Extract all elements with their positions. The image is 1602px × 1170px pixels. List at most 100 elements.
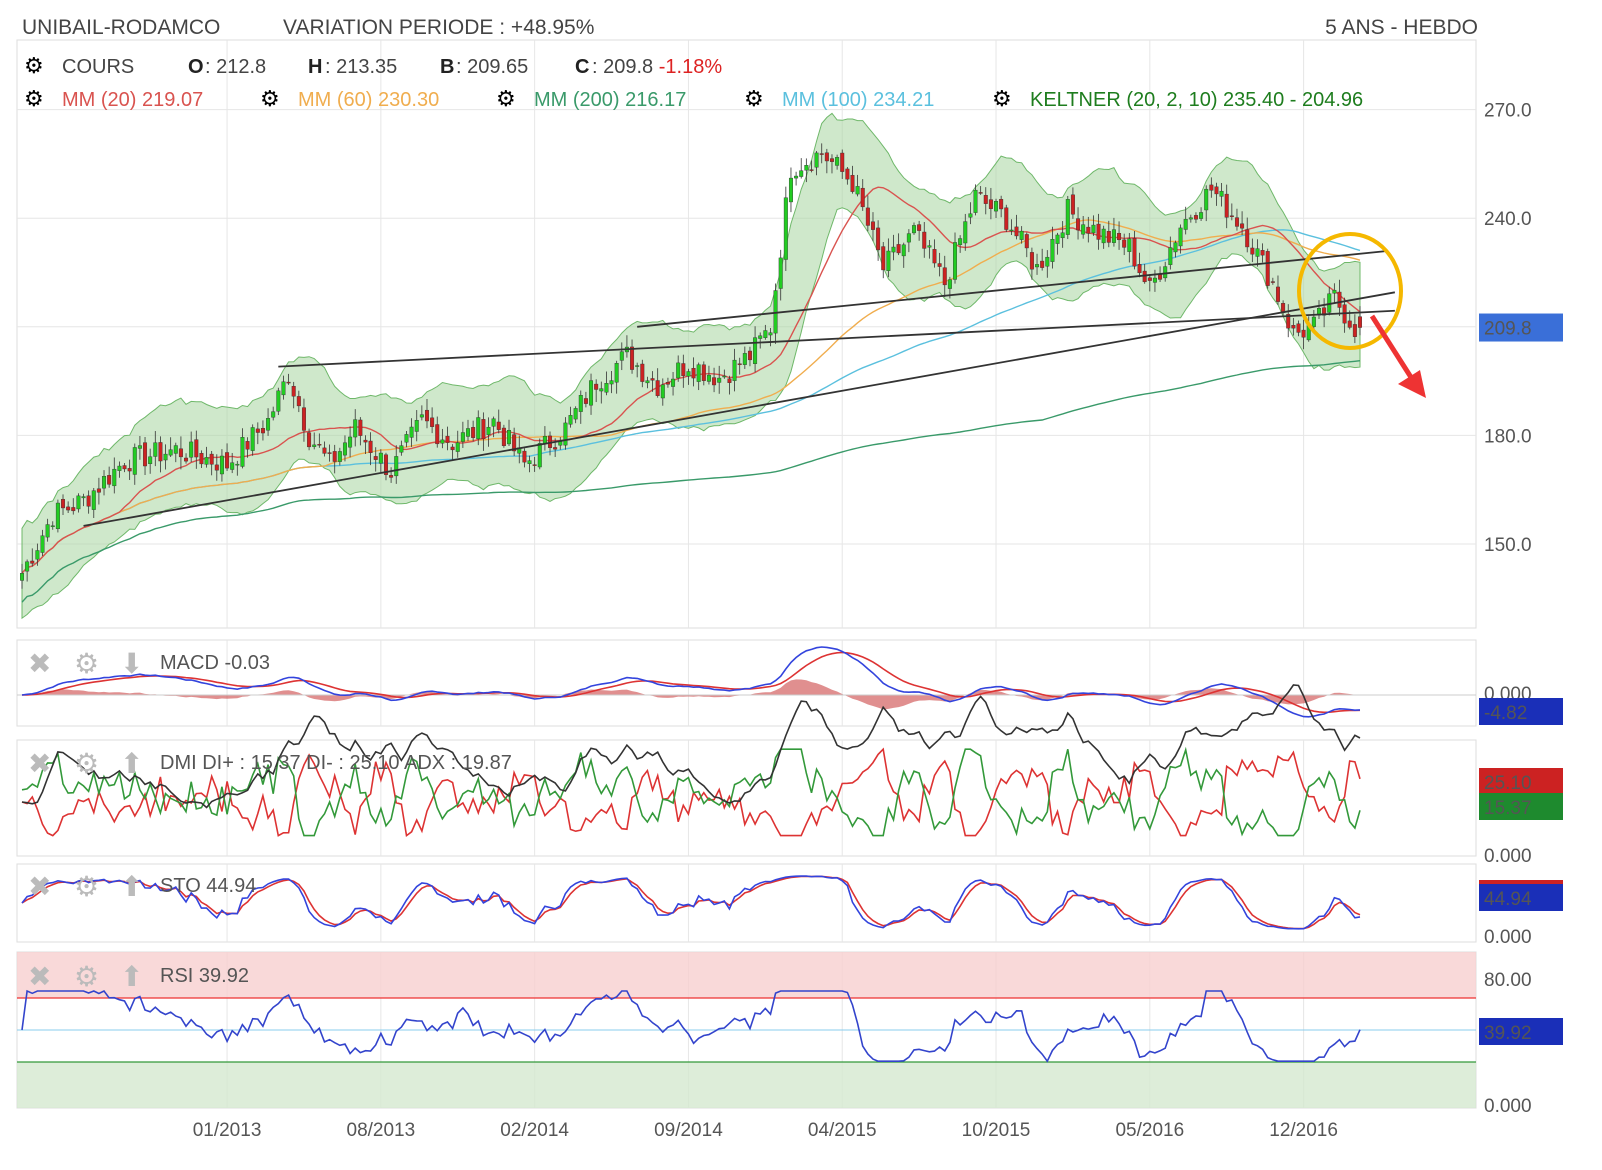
candle-body <box>589 380 594 406</box>
close-icon[interactable]: ✖ <box>28 747 51 780</box>
candle-body <box>809 169 814 171</box>
candle-body <box>968 213 973 218</box>
mm20-line <box>21 186 1361 574</box>
candle-body <box>681 363 686 377</box>
gear-icon[interactable]: ⚙ <box>24 53 44 78</box>
candle-body <box>66 506 71 511</box>
annotations <box>1297 232 1426 398</box>
mm100-legend: MM (100) 234.21 <box>782 89 934 111</box>
candle-body <box>1004 207 1009 230</box>
candle-body <box>573 408 578 420</box>
candle-body <box>532 464 537 466</box>
candle-body <box>55 502 60 530</box>
candle-body <box>199 453 204 465</box>
candle-body <box>788 177 793 203</box>
candle-body <box>717 377 722 383</box>
candle-body <box>184 457 189 462</box>
candle-body <box>30 560 35 564</box>
candle-body <box>527 460 532 464</box>
candle-body <box>594 383 599 390</box>
candle-body <box>942 267 947 286</box>
candle-body <box>383 454 388 475</box>
candle-body <box>978 192 983 194</box>
candle-body <box>1096 223 1101 240</box>
cours-label: COURS <box>62 56 134 78</box>
candle-body <box>481 419 486 440</box>
gear-icon[interactable]: ⚙ <box>74 747 99 780</box>
candle-body <box>501 427 506 447</box>
candle-body <box>491 418 496 427</box>
candle-body <box>563 422 568 446</box>
candle-body <box>1065 199 1070 235</box>
gear-icon[interactable]: ⚙ <box>74 870 99 903</box>
candle-body <box>983 195 988 204</box>
candle-body <box>1301 329 1306 338</box>
candle-body <box>758 335 763 339</box>
gear-icon[interactable]: ⚙ <box>744 86 764 111</box>
candle-body <box>1193 215 1198 220</box>
candle-body <box>153 442 158 457</box>
rsi-oversold-zone <box>17 1062 1476 1108</box>
gear-icon[interactable]: ⚙ <box>496 86 516 111</box>
candle-body <box>799 170 804 177</box>
candle-body <box>332 451 337 462</box>
symbol-title: UNIBAIL-RODAMCO <box>22 16 221 39</box>
candle-body <box>947 279 952 289</box>
macd-last-badge <box>1479 698 1563 725</box>
gear-icon[interactable]: ⚙ <box>74 647 99 680</box>
gear-icon[interactable]: ⚙ <box>260 86 280 111</box>
sto-panel <box>16 863 1477 943</box>
sto-red-marker <box>1479 880 1563 884</box>
candle-body <box>1163 266 1168 279</box>
mm60-legend: MM (60) 230.30 <box>298 89 439 111</box>
candle-body <box>425 409 429 422</box>
candle-body <box>1035 264 1040 268</box>
candle-body <box>127 468 132 472</box>
candle-body <box>835 157 840 166</box>
gear-icon[interactable]: ⚙ <box>24 86 44 111</box>
gear-icon[interactable]: ⚙ <box>74 960 99 993</box>
period-label[interactable]: 5 ANS - HEBDO <box>1325 16 1478 39</box>
candle-body <box>1183 218 1188 230</box>
arrow-up-icon[interactable]: ⬆ <box>120 870 143 903</box>
candle-body <box>1024 234 1029 249</box>
candle-body <box>307 432 312 448</box>
candle-body <box>1188 217 1193 220</box>
candle-body <box>1358 316 1362 328</box>
candle-body <box>747 350 752 361</box>
candle-body <box>763 330 768 338</box>
arrow-up-icon[interactable]: ⬆ <box>120 747 143 780</box>
candle-body <box>753 337 758 364</box>
candle-body <box>676 362 681 379</box>
candle-body <box>455 442 460 452</box>
gear-icon[interactable]: ⚙ <box>992 86 1012 111</box>
close-icon[interactable]: ✖ <box>28 960 51 993</box>
candle-body <box>973 189 978 213</box>
rsi-line <box>21 989 1361 1063</box>
candle-body <box>1204 188 1209 211</box>
keltner-legend: KELTNER (20, 2, 10) 235.40 - 204.96 <box>1030 89 1363 111</box>
rsi-zero-label: 0.000 <box>1484 1096 1532 1117</box>
close-icon[interactable]: ✖ <box>28 647 51 680</box>
close-icon[interactable]: ✖ <box>28 870 51 903</box>
candle-body <box>1122 239 1127 248</box>
arrow-up-icon[interactable]: ⬆ <box>120 960 143 993</box>
indicator-label: RSI 39.92 <box>160 965 249 987</box>
candle-body <box>45 524 50 538</box>
candle-body <box>419 414 424 418</box>
mm60-line <box>21 219 1361 574</box>
di-minus-label: 25.10 <box>1484 773 1532 794</box>
candle-body <box>240 437 245 467</box>
candle-body <box>999 199 1004 210</box>
arrow-down-icon[interactable]: ⬇ <box>120 647 143 680</box>
candle-body <box>783 197 788 260</box>
trendline <box>637 250 1385 328</box>
candle-body <box>1214 186 1219 195</box>
candle-body <box>342 442 347 456</box>
candle-body <box>148 456 153 465</box>
x-tick-label: 08/2013 <box>347 1120 416 1141</box>
candle-body <box>225 452 230 469</box>
x-tick-label: 10/2015 <box>962 1120 1031 1141</box>
candle-body <box>112 468 117 487</box>
candle-body <box>645 380 650 384</box>
